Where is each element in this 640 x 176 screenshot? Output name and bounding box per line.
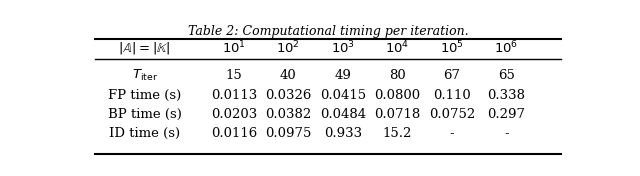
Text: 0.0975: 0.0975 [265,127,312,140]
Text: 0.0326: 0.0326 [265,89,312,102]
Text: FP time (s): FP time (s) [108,89,181,102]
Text: $10^4$: $10^4$ [385,40,410,56]
Text: $10^5$: $10^5$ [440,40,464,56]
Text: Table 2: Computational timing per iteration.: Table 2: Computational timing per iterat… [188,25,468,38]
Text: 0.0484: 0.0484 [320,108,366,121]
Text: 0.338: 0.338 [488,89,525,102]
Text: 40: 40 [280,69,297,82]
Text: $10^3$: $10^3$ [331,40,355,56]
Text: -: - [504,127,509,140]
Text: 0.0113: 0.0113 [211,89,257,102]
Text: 15: 15 [225,69,242,82]
Text: ID time (s): ID time (s) [109,127,180,140]
Text: 65: 65 [498,69,515,82]
Text: 0.0718: 0.0718 [374,108,420,121]
Text: 0.0800: 0.0800 [374,89,420,102]
Text: 0.0116: 0.0116 [211,127,257,140]
Text: 67: 67 [444,69,461,82]
Text: 0.0415: 0.0415 [320,89,366,102]
Text: $10^1$: $10^1$ [222,40,246,56]
Text: $T_{\mathrm{iter}}$: $T_{\mathrm{iter}}$ [132,68,157,83]
Text: 49: 49 [335,69,351,82]
Text: 0.0752: 0.0752 [429,108,475,121]
Text: $|\mathbb{A}| = |\mathbb{K}|$: $|\mathbb{A}| = |\mathbb{K}|$ [118,40,171,56]
Text: 0.933: 0.933 [324,127,362,140]
Text: 0.0203: 0.0203 [211,108,257,121]
Text: 80: 80 [389,69,406,82]
Text: -: - [450,127,454,140]
Text: 0.0382: 0.0382 [265,108,312,121]
Text: $10^2$: $10^2$ [276,40,300,56]
Text: 15.2: 15.2 [383,127,412,140]
Text: 0.297: 0.297 [488,108,525,121]
Text: $10^6$: $10^6$ [495,40,518,56]
Text: 0.110: 0.110 [433,89,471,102]
Text: BP time (s): BP time (s) [108,108,181,121]
